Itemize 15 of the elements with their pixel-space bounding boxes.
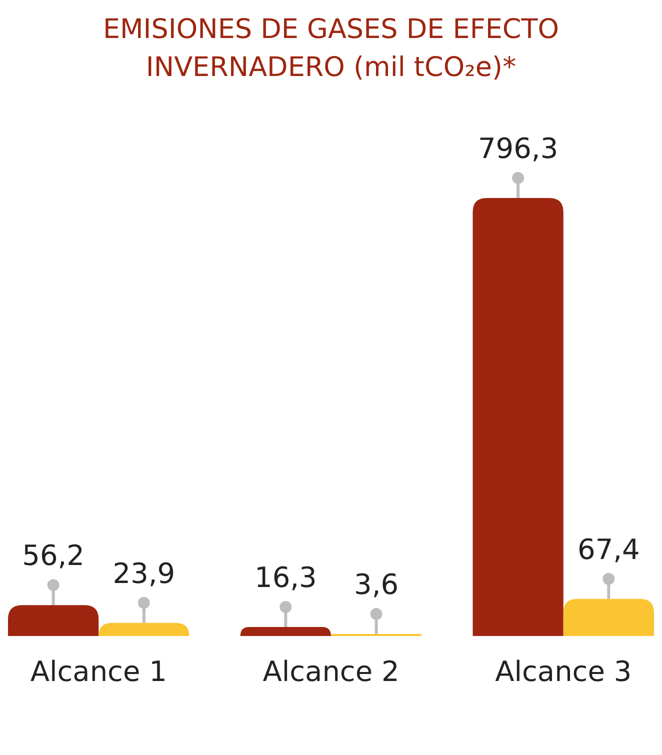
x-tick-label: Alcance 2 [262,655,400,688]
data-label: 796,3 [478,132,558,165]
data-label: 16,3 [254,561,317,594]
data-label: 67,4 [578,532,640,566]
bar [8,605,99,636]
bar [240,627,331,636]
bar [98,622,190,636]
data-label: 3,6 [354,568,399,602]
bar [472,198,564,636]
data-label: 23,9 [112,556,176,590]
chart-title: EMISIONES DE GASES DE EFECTO INVERNADERO (mil tCO₂e)* [102,14,560,83]
x-tick-label: Alcance 1 [30,655,167,688]
data-label: 56,2 [22,539,84,572]
x-tick-label: Alcance 3 [495,655,632,688]
bar [563,598,654,636]
